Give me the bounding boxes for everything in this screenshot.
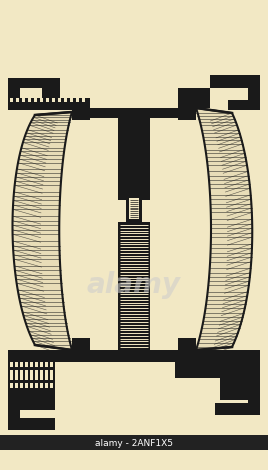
Polygon shape bbox=[40, 98, 43, 102]
Polygon shape bbox=[8, 375, 20, 430]
Polygon shape bbox=[15, 362, 17, 367]
Polygon shape bbox=[70, 98, 73, 102]
Polygon shape bbox=[10, 98, 13, 102]
Polygon shape bbox=[178, 338, 196, 352]
Polygon shape bbox=[72, 108, 90, 120]
Text: alamy: alamy bbox=[87, 271, 181, 299]
Polygon shape bbox=[228, 100, 260, 110]
Polygon shape bbox=[118, 222, 150, 350]
Polygon shape bbox=[22, 98, 25, 102]
Polygon shape bbox=[45, 362, 47, 367]
Polygon shape bbox=[10, 362, 13, 367]
Polygon shape bbox=[35, 362, 38, 367]
Polygon shape bbox=[196, 108, 252, 350]
Polygon shape bbox=[8, 78, 20, 110]
Polygon shape bbox=[8, 400, 55, 410]
Polygon shape bbox=[10, 375, 13, 380]
Polygon shape bbox=[220, 390, 260, 400]
Polygon shape bbox=[8, 88, 18, 98]
Polygon shape bbox=[50, 362, 53, 367]
Polygon shape bbox=[8, 388, 35, 400]
Polygon shape bbox=[248, 362, 260, 415]
Polygon shape bbox=[45, 370, 47, 375]
Polygon shape bbox=[8, 418, 55, 430]
Polygon shape bbox=[8, 362, 55, 375]
Polygon shape bbox=[129, 198, 139, 219]
Polygon shape bbox=[50, 375, 53, 380]
Polygon shape bbox=[40, 370, 43, 375]
Polygon shape bbox=[228, 75, 260, 88]
Polygon shape bbox=[45, 375, 47, 380]
Polygon shape bbox=[10, 370, 13, 375]
Polygon shape bbox=[46, 98, 49, 102]
Polygon shape bbox=[8, 375, 55, 388]
Polygon shape bbox=[30, 370, 32, 375]
Polygon shape bbox=[72, 338, 90, 352]
Polygon shape bbox=[25, 383, 28, 388]
Polygon shape bbox=[15, 370, 17, 375]
Polygon shape bbox=[175, 362, 260, 378]
Polygon shape bbox=[118, 118, 150, 200]
Polygon shape bbox=[126, 195, 142, 222]
Polygon shape bbox=[15, 383, 17, 388]
Polygon shape bbox=[40, 375, 43, 380]
Polygon shape bbox=[40, 362, 43, 367]
Polygon shape bbox=[15, 375, 17, 380]
Polygon shape bbox=[248, 75, 260, 110]
Polygon shape bbox=[20, 375, 23, 380]
Polygon shape bbox=[90, 108, 178, 118]
Polygon shape bbox=[64, 98, 67, 102]
Polygon shape bbox=[13, 112, 72, 350]
Polygon shape bbox=[34, 98, 37, 102]
Polygon shape bbox=[35, 375, 38, 380]
Polygon shape bbox=[25, 370, 28, 375]
Polygon shape bbox=[20, 383, 23, 388]
Polygon shape bbox=[8, 78, 42, 88]
Polygon shape bbox=[50, 370, 53, 375]
Polygon shape bbox=[76, 98, 79, 102]
Polygon shape bbox=[45, 383, 47, 388]
Polygon shape bbox=[25, 375, 28, 380]
Polygon shape bbox=[35, 370, 38, 375]
Polygon shape bbox=[35, 388, 55, 400]
Polygon shape bbox=[220, 378, 260, 390]
Polygon shape bbox=[8, 350, 260, 362]
Polygon shape bbox=[20, 362, 23, 367]
Polygon shape bbox=[25, 362, 28, 367]
Polygon shape bbox=[58, 98, 61, 102]
Polygon shape bbox=[30, 362, 32, 367]
Polygon shape bbox=[52, 98, 55, 102]
Polygon shape bbox=[30, 383, 32, 388]
Bar bbox=[0, 435, 268, 450]
Polygon shape bbox=[20, 370, 23, 375]
Polygon shape bbox=[30, 375, 32, 380]
Polygon shape bbox=[10, 383, 13, 388]
Polygon shape bbox=[178, 108, 196, 120]
Polygon shape bbox=[50, 383, 53, 388]
Polygon shape bbox=[215, 403, 260, 415]
Text: alamy - 2ANF1X5: alamy - 2ANF1X5 bbox=[95, 439, 173, 447]
Polygon shape bbox=[8, 98, 90, 110]
Polygon shape bbox=[82, 98, 85, 102]
Polygon shape bbox=[42, 78, 60, 98]
Polygon shape bbox=[210, 75, 228, 88]
Polygon shape bbox=[178, 88, 210, 108]
Polygon shape bbox=[28, 98, 31, 102]
Polygon shape bbox=[220, 350, 260, 362]
Polygon shape bbox=[35, 383, 38, 388]
Polygon shape bbox=[40, 383, 43, 388]
Polygon shape bbox=[16, 98, 19, 102]
